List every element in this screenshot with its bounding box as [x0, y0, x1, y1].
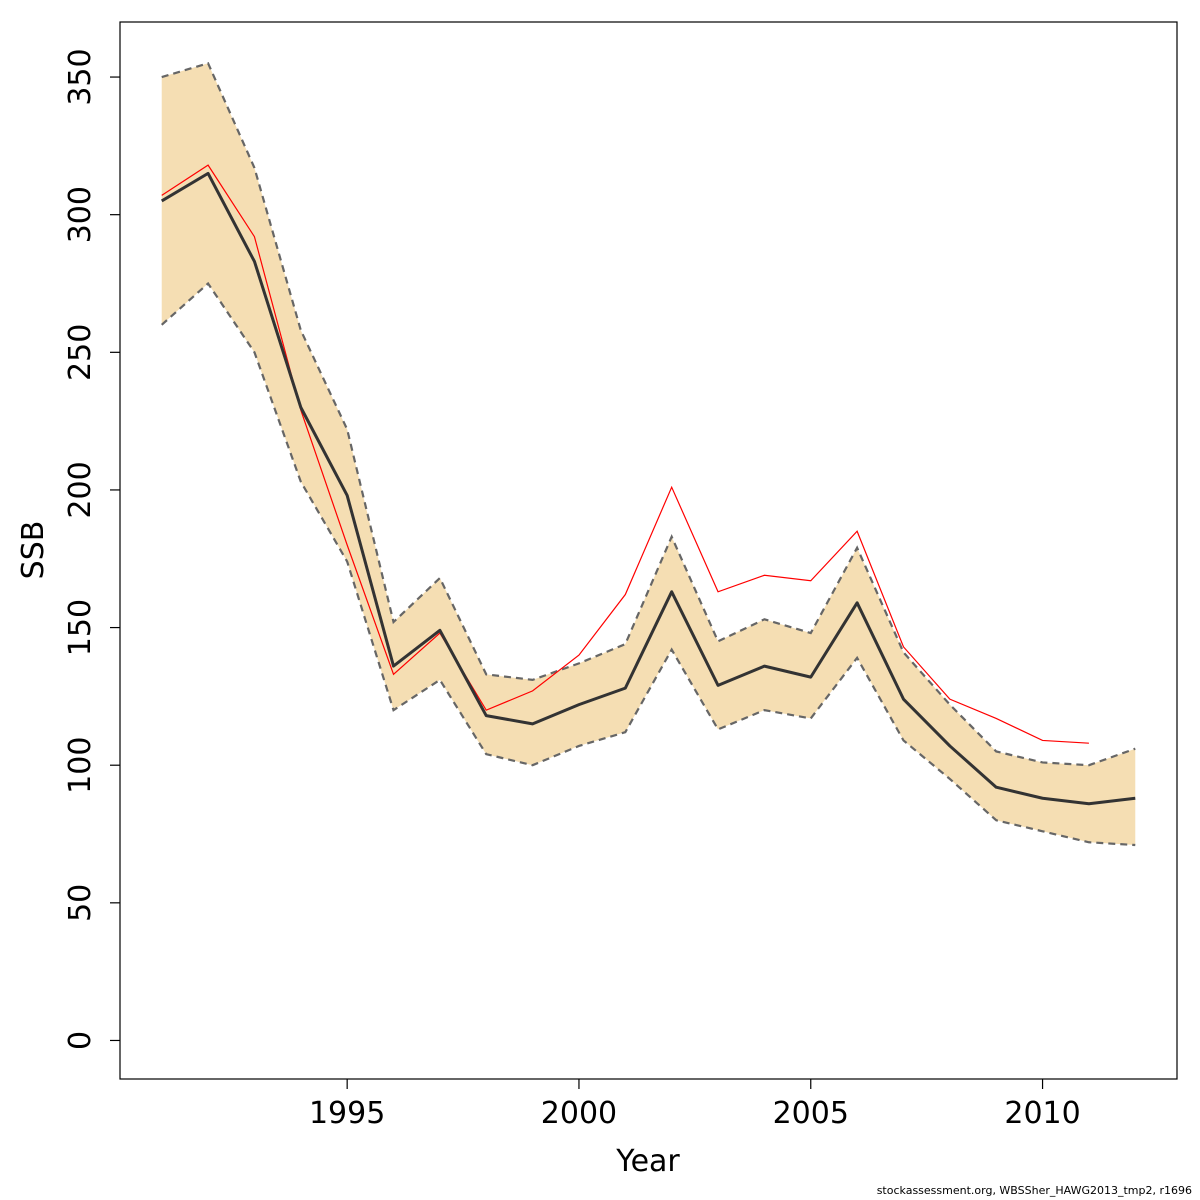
x-axis-title: Year — [615, 1144, 680, 1179]
plot-frame — [119, 21, 1178, 1080]
x-tick-label-1995: 1995 — [309, 1096, 385, 1131]
lower-bound-line — [160, 281, 1136, 847]
y-tick-label-50: 50 — [63, 884, 98, 922]
footer-note: stockassessment.org, WBSSher_HAWG2013_tm… — [876, 1184, 1192, 1197]
estimate-line — [160, 171, 1136, 806]
y-tick-label-250: 250 — [63, 324, 98, 381]
y-tick-label-200: 200 — [63, 461, 98, 518]
y-tick-label-100: 100 — [63, 737, 98, 794]
x-tick-label-2005: 2005 — [773, 1096, 849, 1131]
y-tick-label-150: 150 — [63, 599, 98, 656]
y-tick-label-300: 300 — [63, 186, 98, 243]
alternative-estimate-line — [161, 164, 1089, 744]
axes-layer: 1995 2000 2005 2010 0 50 100 150 200 250 300 350 — [63, 48, 1081, 1131]
x-tick-label-2010: 2010 — [1004, 1096, 1080, 1131]
y-tick-label-350: 350 — [63, 48, 98, 105]
confidence-band — [161, 63, 1136, 846]
y-axis-title: SSB — [16, 521, 51, 580]
series-lines-layer — [160, 61, 1136, 847]
upper-bound-line — [161, 61, 1136, 767]
confidence-band-layer — [161, 63, 1136, 846]
y-tick-label-0: 0 — [63, 1031, 98, 1050]
x-tick-label-2000: 2000 — [541, 1096, 617, 1131]
